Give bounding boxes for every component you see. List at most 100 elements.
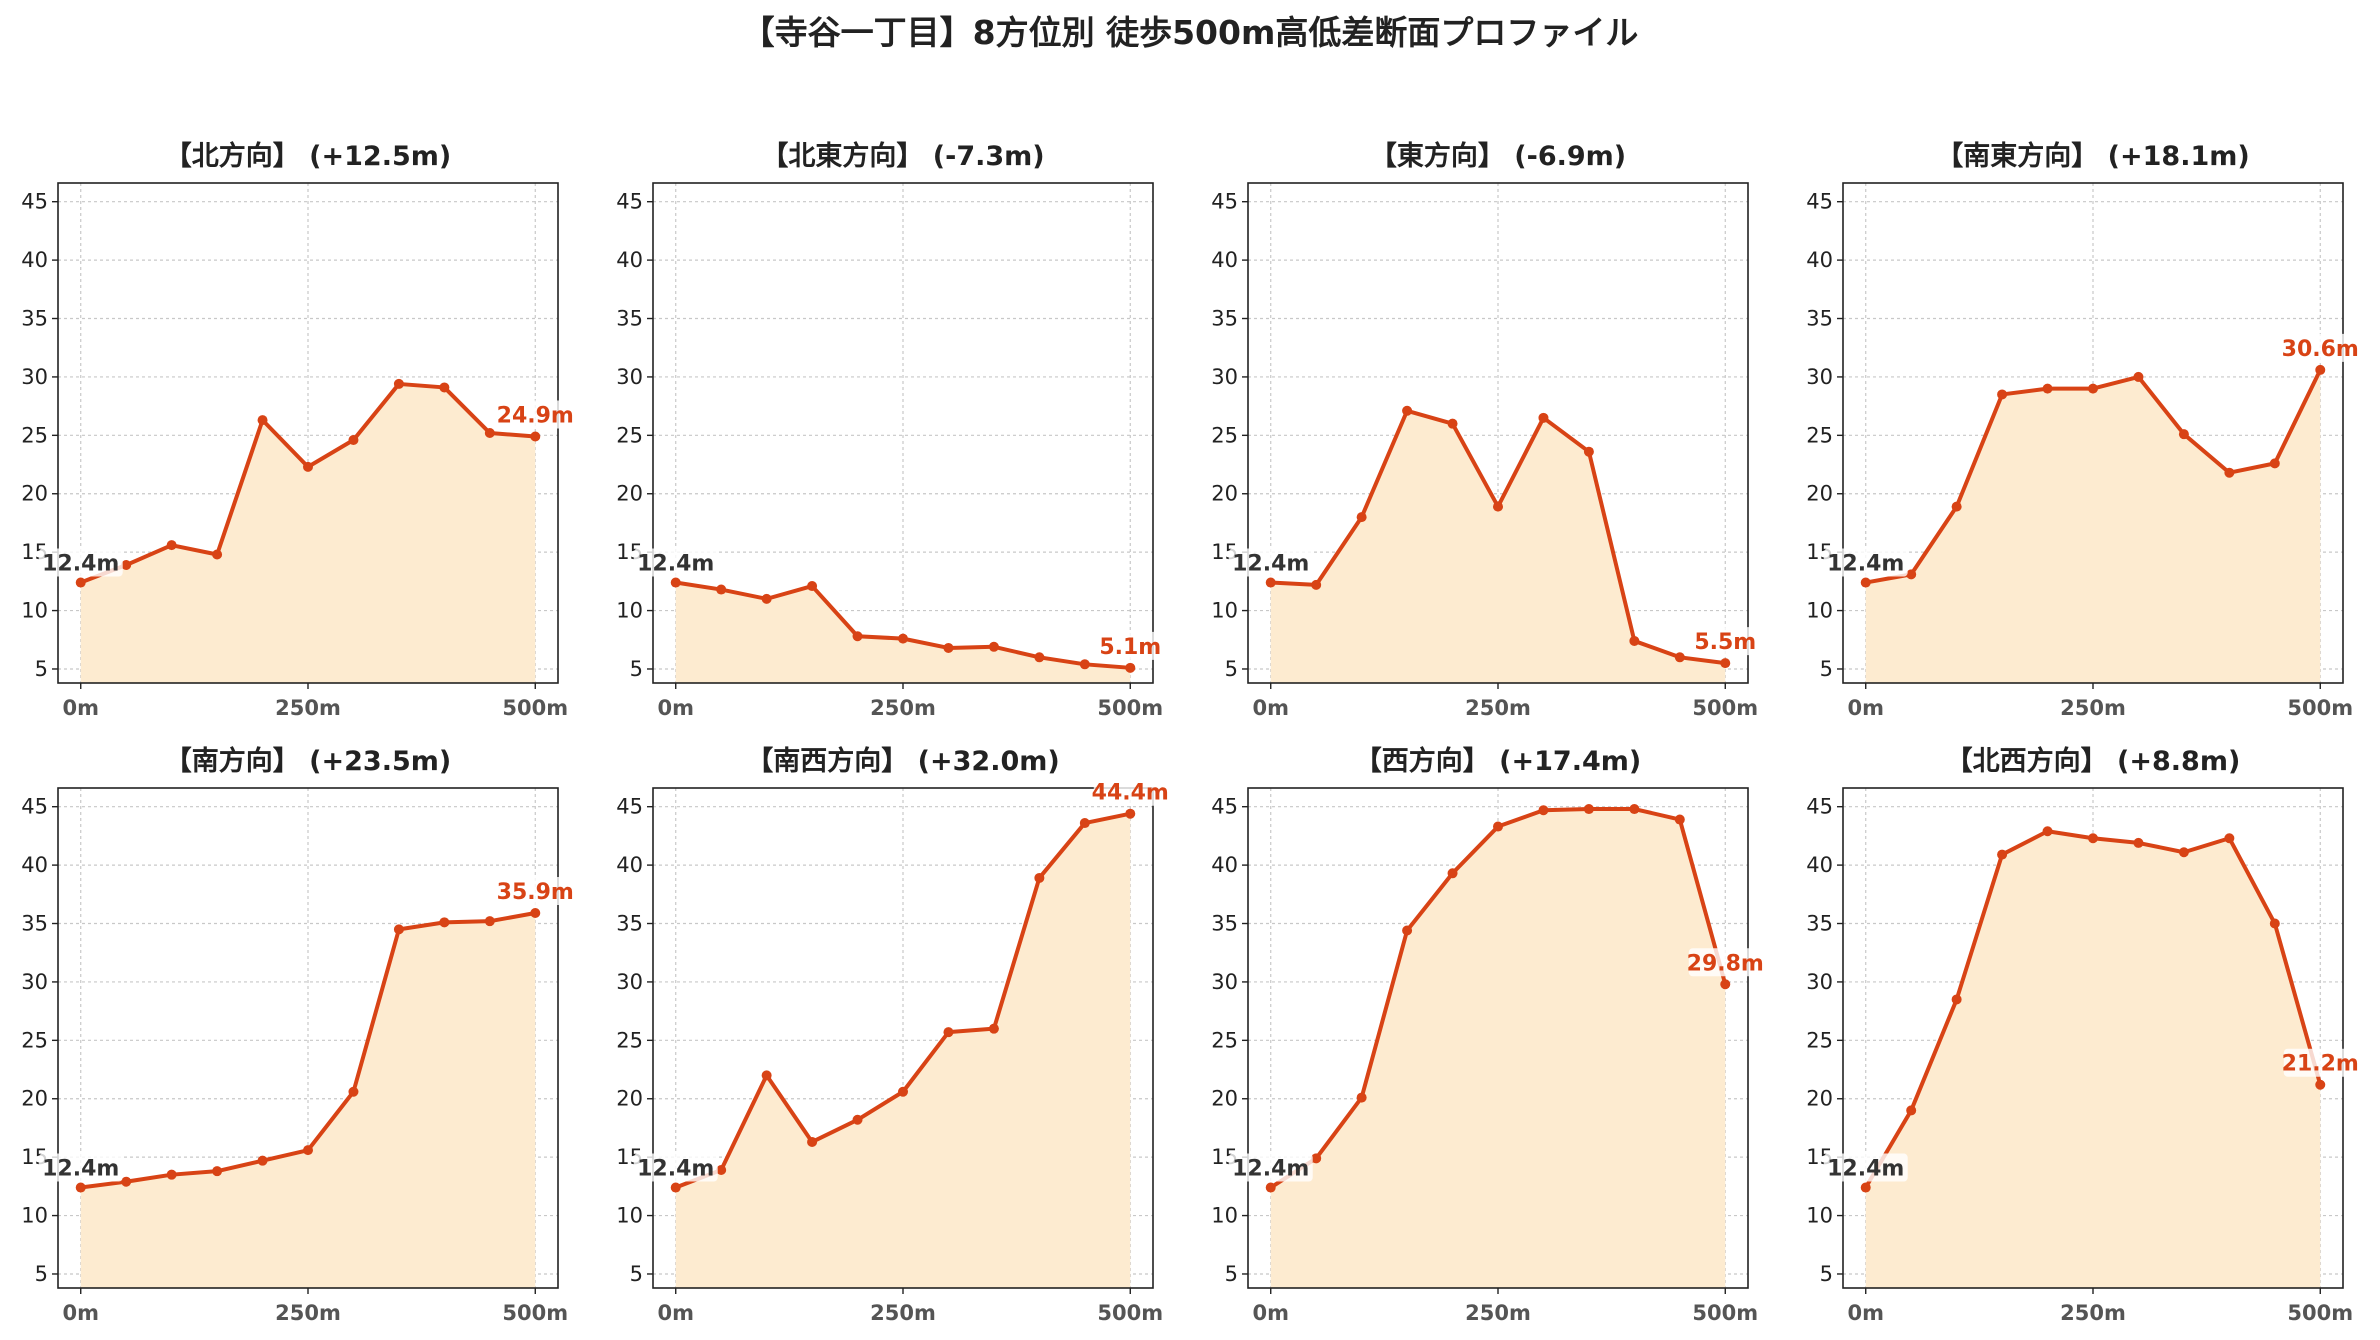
elevation-point: [1997, 389, 2008, 400]
x-tick-label: 0m: [1252, 696, 1289, 720]
elevation-point: [1493, 501, 1503, 512]
y-tick-label: 45: [21, 190, 48, 214]
y-tick-label: 45: [21, 795, 48, 819]
start-label-bg: [1228, 548, 1313, 577]
elevation-point: [988, 641, 999, 652]
y-tick-label: 40: [21, 248, 48, 272]
elevation-area: [1865, 831, 2321, 1288]
elevation-point: [439, 382, 450, 393]
elevation-point: [212, 1166, 223, 1177]
end-elevation-label: 5.1m: [1099, 635, 1161, 660]
y-tick-label: 35: [1806, 307, 1833, 331]
start-label-bg: [1823, 1153, 1908, 1182]
elevation-point: [2315, 364, 2326, 375]
elevation-point: [1125, 662, 1136, 673]
elevation-point: [1951, 994, 1962, 1005]
elevation-point: [761, 1070, 772, 1081]
y-tick-label: 40: [21, 853, 48, 877]
panel-title: 【南西方向】 (+32.0m): [746, 745, 1059, 777]
y-tick-label: 45: [1211, 190, 1238, 214]
panel-title: 【西方向】 (+17.4m): [1355, 745, 1641, 777]
y-tick-label: 45: [616, 190, 643, 214]
elevation-point: [2315, 1079, 2326, 1090]
y-tick-label: 30: [616, 365, 643, 389]
y-tick-label: 25: [1211, 1028, 1238, 1052]
elevation-point: [1265, 1182, 1276, 1193]
y-tick-label: 40: [616, 248, 643, 272]
elevation-point: [943, 1027, 954, 1038]
elevation-area: [80, 913, 536, 1288]
elevation-point: [75, 1182, 86, 1193]
end-label-bg: [1100, 631, 1161, 660]
elevation-point: [1311, 579, 1322, 590]
y-tick-label: 30: [616, 970, 643, 994]
y-tick-label: 5: [35, 1262, 48, 1286]
elevation-point: [121, 1176, 132, 1187]
y-tick-label: 45: [1806, 190, 1833, 214]
elevation-point: [2042, 826, 2053, 837]
elevation-point: [1538, 805, 1549, 816]
elevation-point: [1079, 659, 1090, 670]
elevation-point: [1356, 512, 1367, 523]
elevation-point: [670, 1182, 681, 1193]
elevation-point: [484, 916, 495, 927]
y-tick-label: 10: [616, 599, 643, 623]
y-tick-label: 10: [1211, 1204, 1238, 1228]
elevation-point: [1720, 979, 1731, 990]
elevation-point: [1034, 652, 1045, 663]
elevation-point: [2133, 371, 2144, 382]
x-tick-label: 250m: [2060, 1301, 2126, 1325]
y-tick-label: 45: [1806, 795, 1833, 819]
x-tick-label: 0m: [62, 696, 99, 720]
end-elevation-label: 35.9m: [497, 880, 574, 905]
y-tick-label: 30: [1211, 365, 1238, 389]
start-elevation-label: 12.4m: [42, 1157, 119, 1182]
end-elevation-label: 44.4m: [1092, 781, 1169, 806]
y-tick-label: 5: [1225, 1262, 1238, 1286]
elevation-point: [257, 1155, 268, 1166]
panel-title: 【南方向】 (+23.5m): [165, 745, 451, 777]
elevation-point: [303, 1145, 313, 1156]
elevation-point: [1629, 804, 1640, 815]
x-tick-label: 0m: [1847, 696, 1884, 720]
x-tick-label: 0m: [1847, 1301, 1884, 1325]
elevation-point: [1674, 814, 1685, 825]
x-tick-label: 250m: [275, 696, 341, 720]
start-elevation-label: 12.4m: [637, 552, 714, 577]
elevation-point: [1125, 808, 1136, 819]
elevation-point: [2088, 833, 2098, 844]
y-tick-label: 5: [1820, 657, 1833, 681]
elevation-area: [80, 383, 536, 683]
y-tick-label: 25: [1211, 423, 1238, 447]
y-tick-label: 10: [21, 599, 48, 623]
y-tick-label: 20: [21, 482, 48, 506]
elevation-point: [898, 633, 908, 644]
start-label-bg: [1823, 548, 1908, 577]
elevation-point: [943, 642, 954, 653]
panel-title: 【北東方向】 (-7.3m): [761, 140, 1044, 172]
panel-title: 【東方向】 (-6.9m): [1370, 140, 1626, 172]
y-tick-label: 25: [616, 1028, 643, 1052]
end-elevation-label: 24.9m: [497, 404, 574, 429]
y-tick-label: 20: [616, 482, 643, 506]
elevation-point: [1447, 418, 1458, 429]
elevation-point: [1311, 1153, 1322, 1164]
elevation-point: [348, 1086, 359, 1097]
elevation-point: [348, 435, 359, 446]
start-elevation-label: 12.4m: [1827, 552, 1904, 577]
y-tick-label: 45: [1211, 795, 1238, 819]
y-tick-label: 5: [35, 657, 48, 681]
elevation-point: [2178, 429, 2189, 440]
y-tick-label: 10: [1211, 599, 1238, 623]
elevation-point: [303, 461, 313, 472]
elevation-point: [2269, 458, 2280, 469]
y-tick-label: 40: [1806, 853, 1833, 877]
elevation-point: [166, 1169, 177, 1180]
elevation-point: [257, 415, 268, 426]
